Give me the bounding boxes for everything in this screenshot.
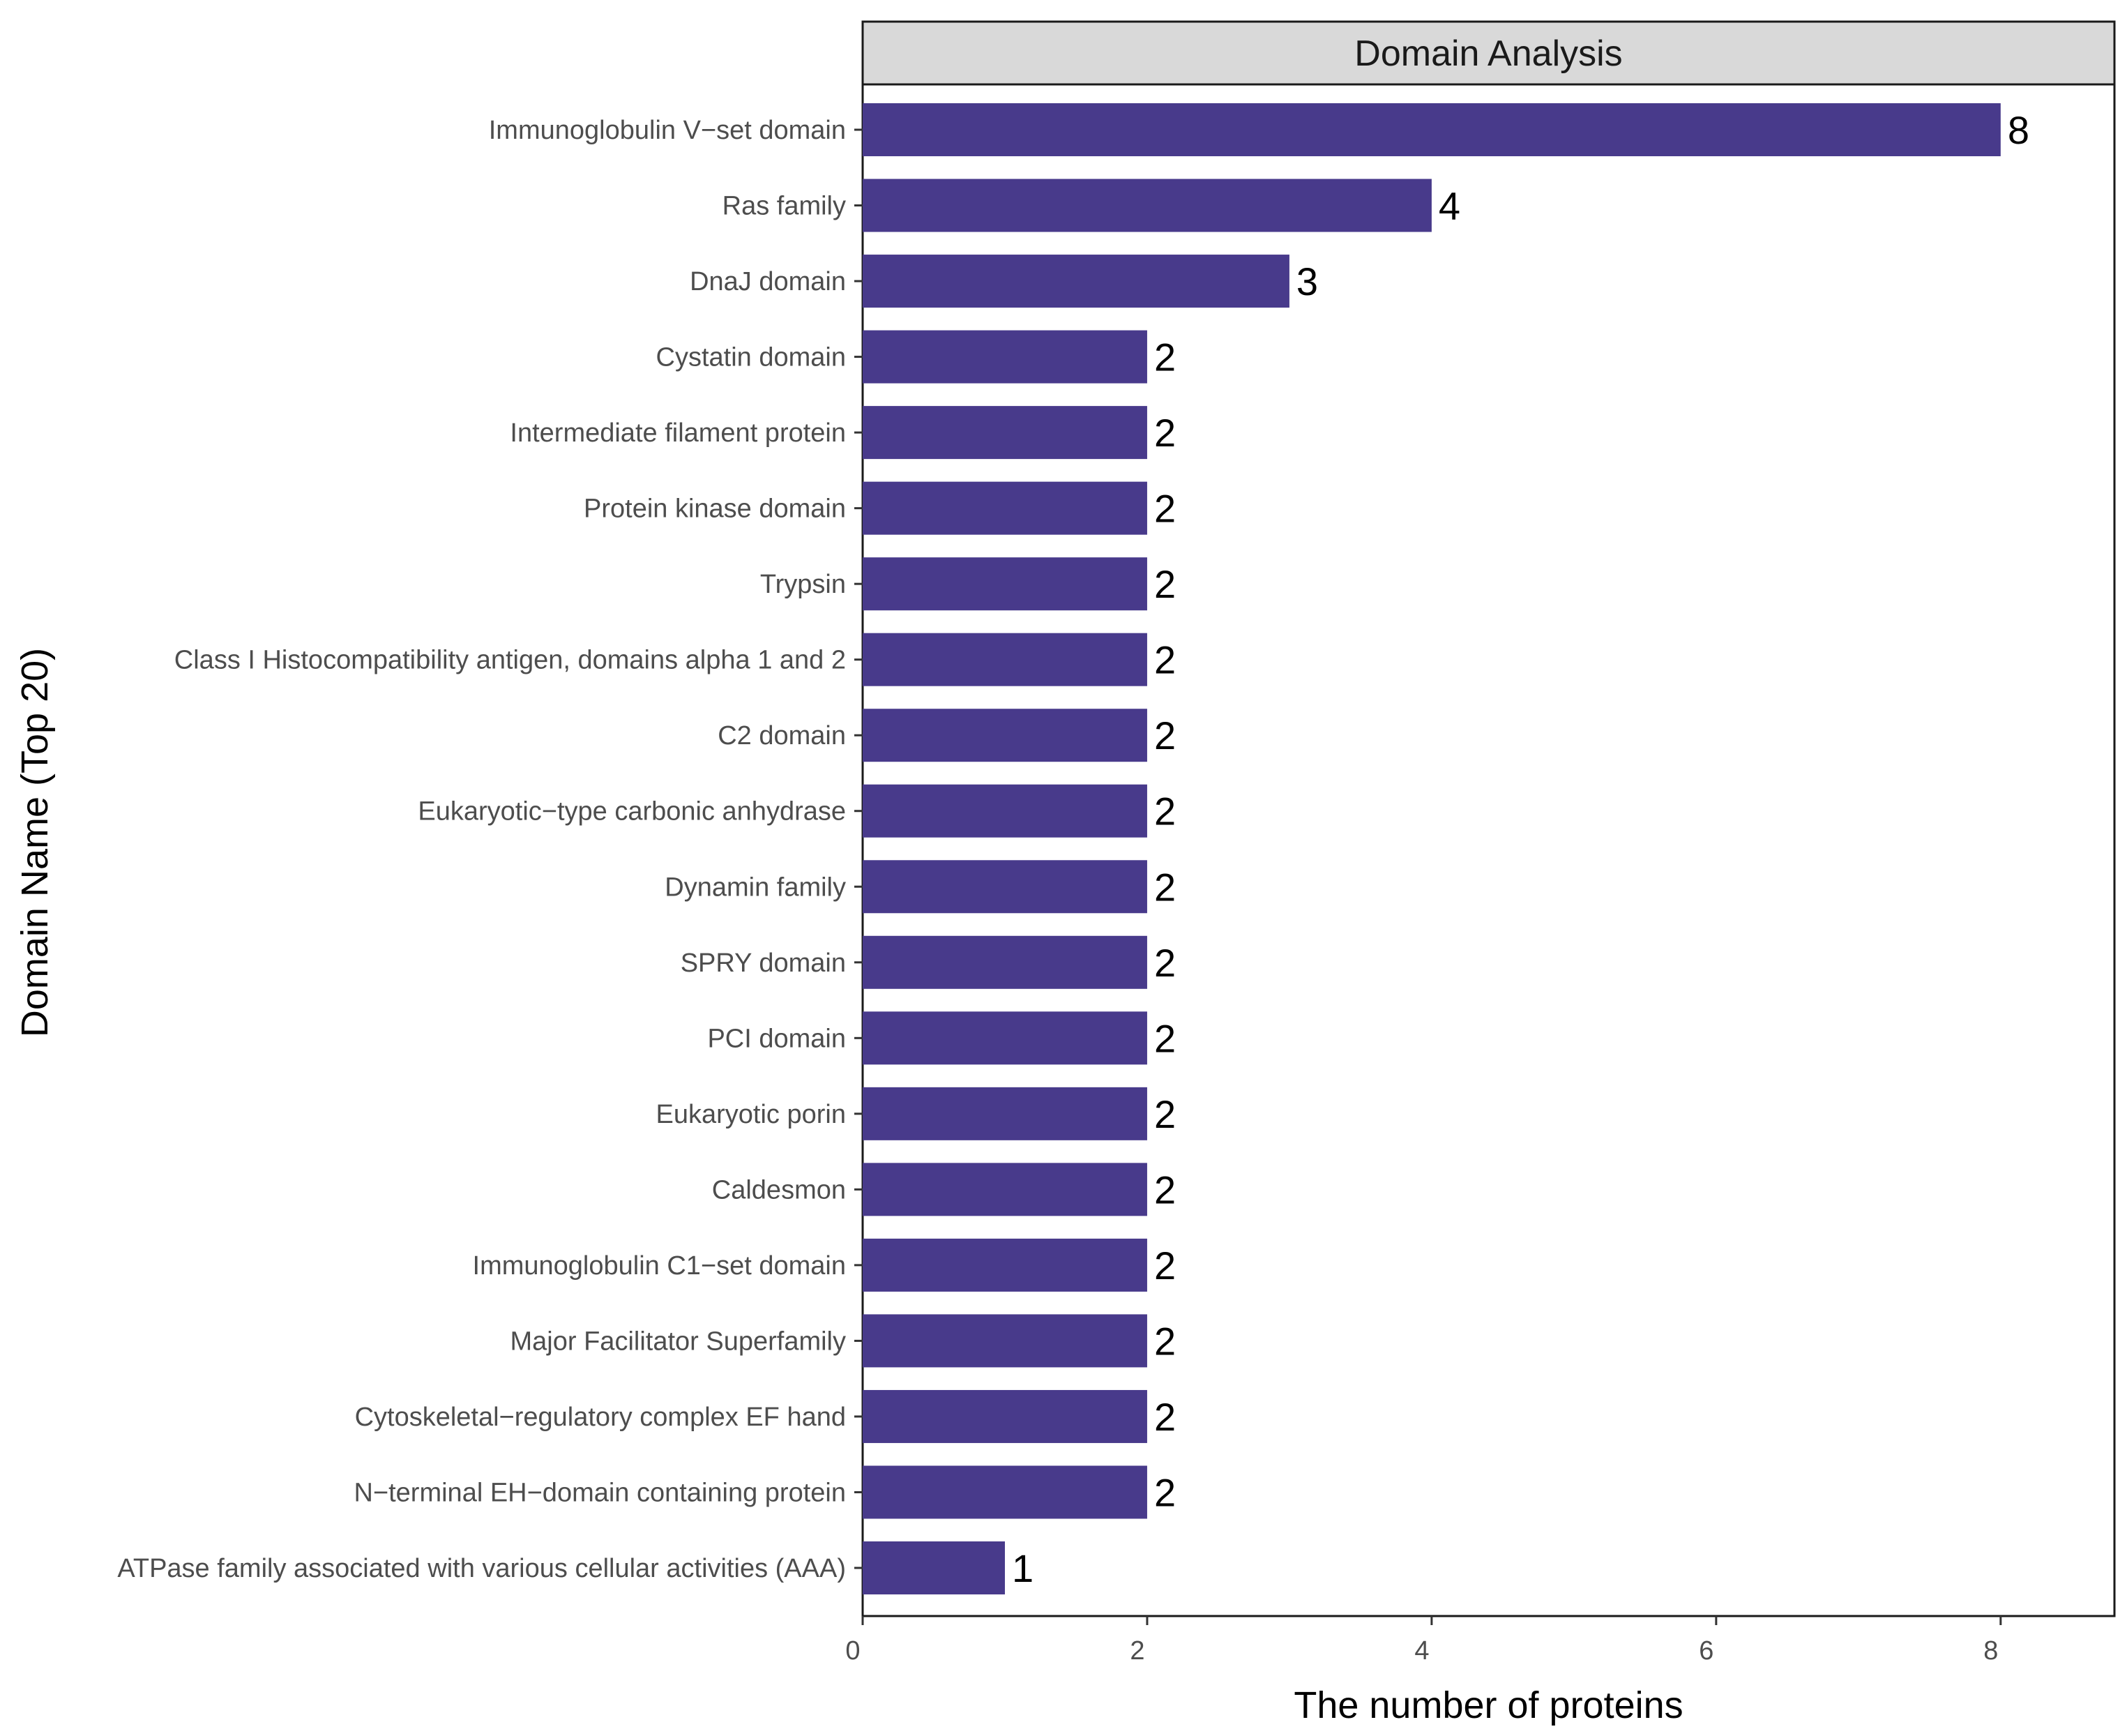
data-label: 2 (1154, 1395, 1176, 1439)
bar (863, 1465, 1147, 1519)
bar (863, 633, 1147, 686)
strip-background (861, 20, 2116, 86)
plot-panel (861, 83, 2116, 1617)
bar (863, 330, 1147, 384)
x-tick-label: 6 (1699, 1636, 1713, 1666)
y-tick-label: Intermediate filament protein (510, 418, 846, 448)
bar (863, 255, 1289, 308)
data-label: 2 (1154, 335, 1176, 379)
y-tick-label: Ras family (722, 192, 846, 221)
data-label: 2 (1154, 1319, 1176, 1363)
data-label: 2 (1154, 1016, 1176, 1060)
bar (863, 481, 1147, 535)
data-label: 2 (1154, 1470, 1176, 1514)
y-tick-label: Major Facilitator Superfamily (510, 1327, 846, 1356)
bar (863, 406, 1147, 460)
data-label: 2 (1154, 714, 1176, 757)
y-tick-label: ATPase family associated with various ce… (117, 1554, 846, 1583)
bar (863, 557, 1147, 611)
bars-layer: 8 4 3 2 2 2 2 2 2 2 2 2 2 2 2 2 2 2 2 1 (863, 103, 2029, 1594)
data-label: 8 (2008, 108, 2029, 152)
y-tick-label: DnaJ domain (690, 267, 846, 296)
y-tick-label: Trypsin (760, 570, 846, 599)
y-tick-label: SPRY domain (681, 949, 846, 978)
data-label: 2 (1154, 941, 1176, 985)
data-label: 1 (1012, 1546, 1034, 1590)
y-tick-label: Dynamin family (665, 873, 846, 902)
y-tick-label: Immunoglobulin C1−set domain (473, 1251, 846, 1281)
y-tick-label: Immunoglobulin V−set domain (489, 116, 846, 145)
x-tick-label: 2 (1130, 1636, 1144, 1666)
x-tick-label: 8 (1983, 1636, 1998, 1666)
bar (863, 1163, 1147, 1216)
x-axis-title: The number of proteins (1294, 1684, 1683, 1726)
data-label: 2 (1154, 1092, 1176, 1136)
y-tick-label: Cytoskeletal−regulatory complex EF hand (355, 1403, 846, 1432)
data-label: 2 (1154, 638, 1176, 682)
x-tick-label: 0 (845, 1636, 860, 1666)
data-label: 4 (1439, 184, 1460, 228)
x-tick-label: 4 (1414, 1636, 1429, 1666)
data-label: 2 (1154, 411, 1176, 455)
bar (863, 784, 1147, 838)
data-label: 2 (1154, 790, 1176, 833)
y-tick-label: Caldesmon (712, 1175, 846, 1205)
y-tick-label: C2 domain (718, 721, 846, 750)
y-tick-label: Cystatin domain (656, 343, 846, 372)
chart-title: Domain Analysis (1354, 33, 1622, 74)
bar (863, 1087, 1147, 1140)
y-tick-label: Protein kinase domain (584, 495, 846, 524)
ticks-layer: Immunoglobulin V−set domain Ras family Dna… (117, 116, 2002, 1666)
bar (863, 1011, 1147, 1065)
data-label: 2 (1154, 865, 1176, 909)
bar (863, 1389, 1147, 1443)
data-label: 2 (1154, 1168, 1176, 1212)
bar (863, 935, 1147, 989)
bar (863, 1238, 1147, 1292)
y-tick-label: Eukaryotic porin (656, 1100, 846, 1129)
y-tick-label: N−terminal EH−domain containing protein (354, 1478, 846, 1507)
bar (863, 1314, 1147, 1368)
y-tick-label: Class I Histocompatibility antigen, doma… (174, 646, 846, 675)
bar (863, 103, 2001, 156)
y-tick-label: Eukaryotic−type carbonic anhydrase (418, 797, 846, 827)
bar (863, 179, 1432, 232)
bar (863, 1541, 1005, 1594)
data-label: 2 (1154, 1244, 1176, 1288)
bar (863, 709, 1147, 762)
data-label: 2 (1154, 562, 1176, 606)
y-tick-label: PCI domain (707, 1024, 846, 1053)
y-axis-title: Domain Name (Top 20) (14, 648, 56, 1037)
data-label: 2 (1154, 487, 1176, 531)
data-label: 3 (1296, 259, 1318, 303)
bar (863, 860, 1147, 914)
